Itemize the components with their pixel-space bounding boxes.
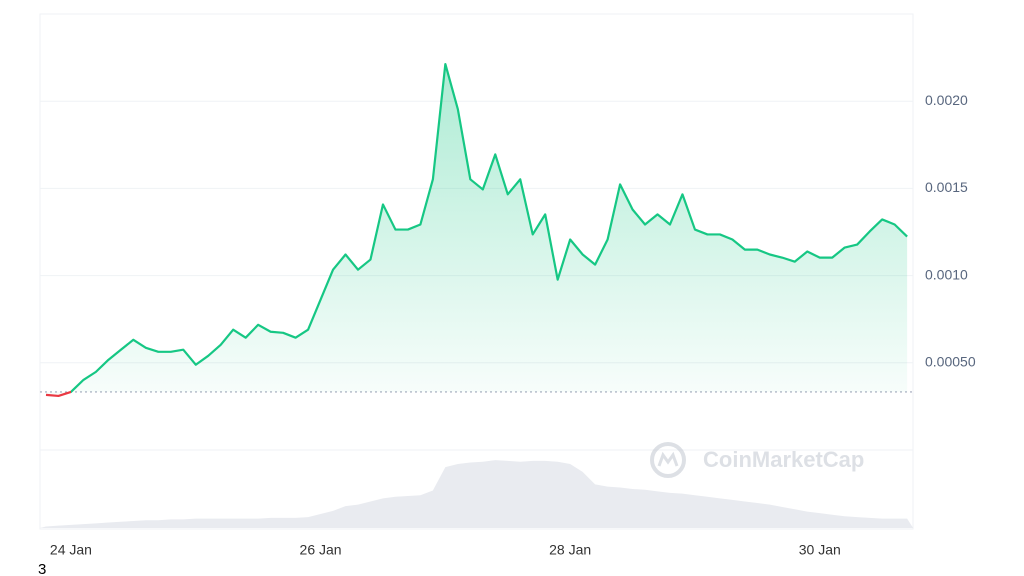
watermark-logo (650, 442, 686, 478)
watermark-text: CoinMarketCap (703, 447, 864, 472)
plot-frame (39, 13, 914, 530)
watermark-logo-mark (657, 451, 679, 467)
y-tick-label: 0.00050 (925, 354, 976, 370)
x-tick-label: 28 Jan (549, 542, 591, 558)
x-tick-label: 30 Jan (799, 542, 841, 558)
volume-area (40, 460, 914, 528)
watermark: CoinMarketCap (650, 442, 864, 478)
y-tick-label: 0.0015 (925, 179, 968, 195)
price-area (46, 64, 908, 396)
y-tick-label: 0.0010 (925, 266, 968, 282)
x-tick-label: 24 Jan (50, 542, 92, 558)
y-tick-label: 0.0020 (925, 92, 968, 108)
x-tick-label: 26 Jan (300, 542, 342, 558)
page-label: 3 (38, 561, 46, 576)
price-line (45, 62, 908, 398)
